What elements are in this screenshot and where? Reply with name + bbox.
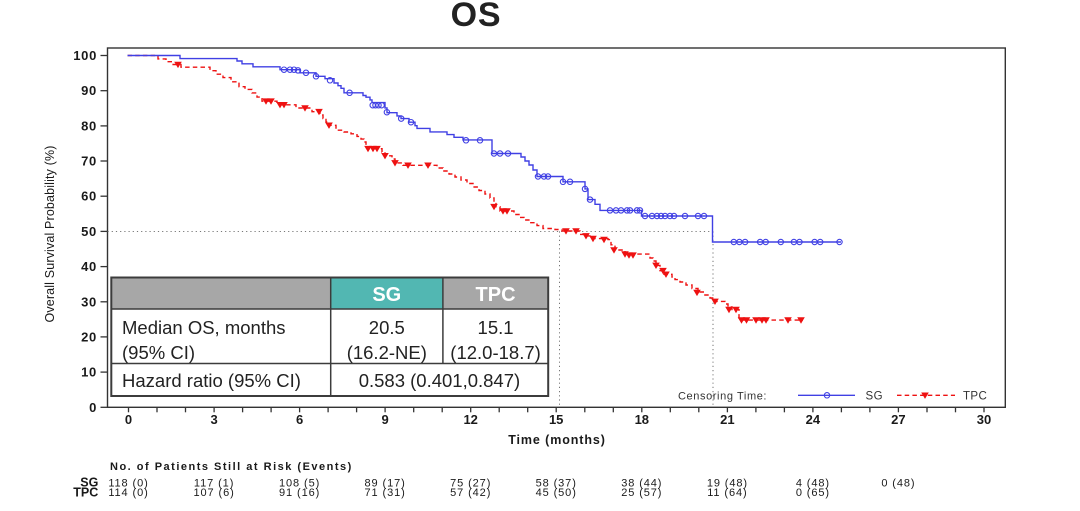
svg-text:TPC: TPC xyxy=(476,284,516,306)
svg-text:0: 0 xyxy=(89,400,97,415)
svg-text:0 (48): 0 (48) xyxy=(881,477,915,489)
svg-text:11 (64): 11 (64) xyxy=(707,487,747,499)
svg-text:18: 18 xyxy=(635,412,649,427)
svg-text:SG: SG xyxy=(80,476,98,490)
svg-text:(16.2-NE): (16.2-NE) xyxy=(347,342,427,363)
svg-text:25 (57): 25 (57) xyxy=(621,487,662,499)
svg-text:100: 100 xyxy=(73,48,97,63)
svg-text:45 (50): 45 (50) xyxy=(536,487,577,499)
svg-text:OS: OS xyxy=(451,0,502,34)
svg-text:70: 70 xyxy=(81,154,97,169)
svg-text:21: 21 xyxy=(720,412,734,427)
svg-text:TPC: TPC xyxy=(963,391,987,403)
svg-text:117 (1): 117 (1) xyxy=(194,477,234,489)
svg-text:Median OS, months: Median OS, months xyxy=(122,317,286,338)
svg-text:15.1: 15.1 xyxy=(478,317,514,338)
svg-text:24: 24 xyxy=(806,412,821,427)
svg-text:6: 6 xyxy=(296,412,303,427)
svg-text:75 (27): 75 (27) xyxy=(450,477,491,489)
svg-text:Overall Survival Probability (: Overall Survival Probability (%) xyxy=(43,145,57,322)
svg-text:20: 20 xyxy=(81,329,97,344)
svg-text:SG: SG xyxy=(372,284,401,306)
svg-text:58 (37): 58 (37) xyxy=(536,477,577,489)
svg-text:9: 9 xyxy=(381,412,388,427)
svg-text:38 (44): 38 (44) xyxy=(621,477,662,489)
svg-text:89 (17): 89 (17) xyxy=(365,477,406,489)
svg-text:10: 10 xyxy=(81,365,97,380)
svg-text:108 (5): 108 (5) xyxy=(279,477,320,489)
svg-text:TPC: TPC xyxy=(73,485,98,499)
svg-text:118 (0): 118 (0) xyxy=(108,477,148,489)
svg-text:4 (48): 4 (48) xyxy=(796,477,830,489)
svg-text:27: 27 xyxy=(891,412,905,427)
svg-text:0.583 (0.401,0.847): 0.583 (0.401,0.847) xyxy=(359,370,521,391)
svg-text:50: 50 xyxy=(81,224,97,239)
svg-text:107 (6): 107 (6) xyxy=(194,487,235,499)
svg-text:71 (31): 71 (31) xyxy=(365,487,406,499)
svg-text:Censoring Time:: Censoring Time: xyxy=(678,391,767,403)
svg-text:90: 90 xyxy=(81,83,97,98)
svg-text:3: 3 xyxy=(210,412,217,427)
svg-text:80: 80 xyxy=(81,118,97,133)
svg-text:0 (65): 0 (65) xyxy=(796,487,830,499)
svg-text:Time (months): Time (months) xyxy=(508,433,606,447)
svg-text:19 (48): 19 (48) xyxy=(707,477,748,489)
svg-text:No. of Patients Still at Risk: No. of Patients Still at Risk (Events) xyxy=(110,461,353,473)
svg-text:60: 60 xyxy=(81,189,97,204)
svg-text:(12.0-18.7): (12.0-18.7) xyxy=(450,342,541,363)
svg-text:Hazard ratio (95% CI): Hazard ratio (95% CI) xyxy=(122,370,301,391)
svg-text:40: 40 xyxy=(81,259,97,274)
svg-text:(95% CI): (95% CI) xyxy=(122,342,195,363)
svg-text:30: 30 xyxy=(977,412,991,427)
svg-text:114 (0): 114 (0) xyxy=(108,487,148,499)
svg-text:30: 30 xyxy=(81,294,97,309)
svg-text:20.5: 20.5 xyxy=(369,317,405,338)
svg-text:91 (16): 91 (16) xyxy=(279,487,320,499)
svg-text:15: 15 xyxy=(549,412,563,427)
svg-text:12: 12 xyxy=(463,412,477,427)
svg-text:57 (42): 57 (42) xyxy=(450,487,491,499)
svg-text:SG: SG xyxy=(866,391,883,403)
svg-text:0: 0 xyxy=(125,412,132,427)
